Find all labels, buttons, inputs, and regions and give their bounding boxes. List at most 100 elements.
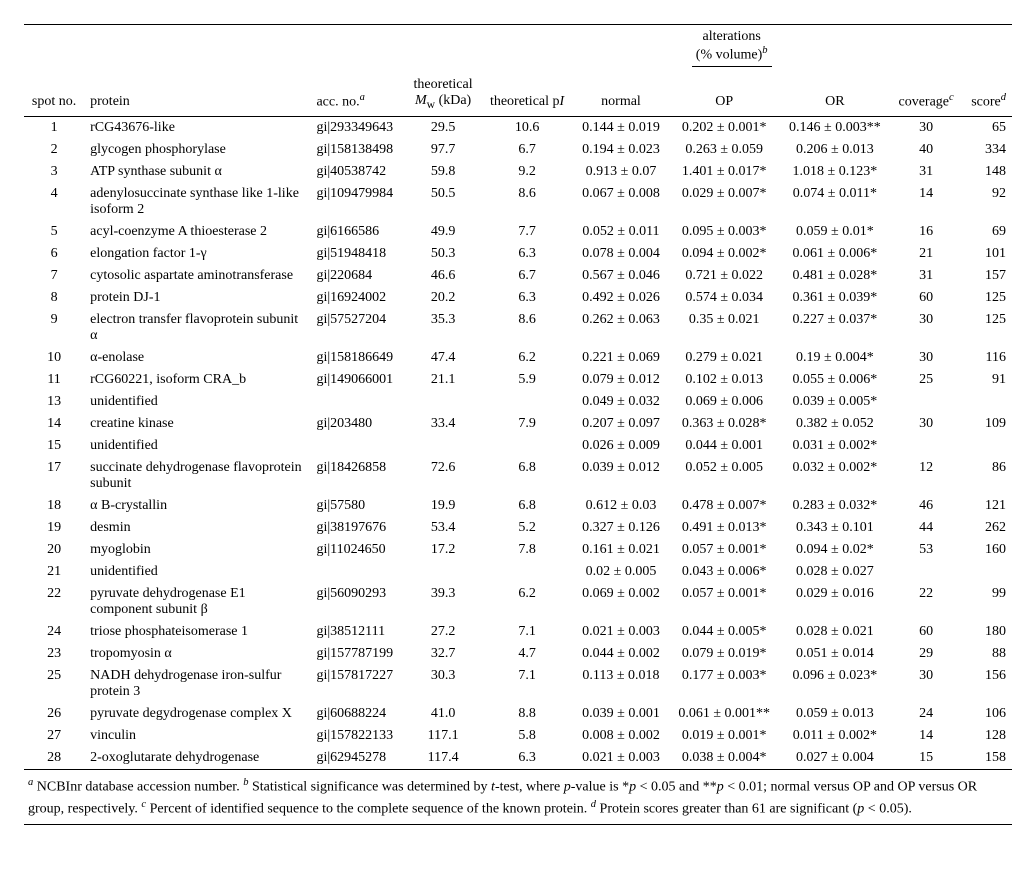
cell-protein: unidentified xyxy=(84,561,310,583)
cell-pi: 7.8 xyxy=(481,539,573,561)
cell-acc-no: gi|11024650 xyxy=(310,539,405,561)
cell-or: 0.039 ± 0.005* xyxy=(780,391,891,413)
table-row: 21unidentified0.02 ± 0.0050.043 ± 0.006*… xyxy=(24,561,1012,583)
cell-protein: pyruvate dehydrogenase E1 component subu… xyxy=(84,583,310,621)
cell-op: 0.043 ± 0.006* xyxy=(669,561,780,583)
cell-spot-no: 25 xyxy=(24,665,84,703)
cell-spot-no: 5 xyxy=(24,221,84,243)
cell-or: 0.051 ± 0.014 xyxy=(780,643,891,665)
cell-normal: 0.207 ± 0.097 xyxy=(573,413,669,435)
cell-or: 0.027 ± 0.004 xyxy=(780,747,891,769)
cell-pi xyxy=(481,435,573,457)
cell-op: 0.069 ± 0.006 xyxy=(669,391,780,413)
cell-coverage: 44 xyxy=(890,517,962,539)
table-row: 18α B-crystallingi|5758019.96.80.612 ± 0… xyxy=(24,495,1012,517)
table-row: 6elongation factor 1-γgi|5194841850.36.3… xyxy=(24,243,1012,265)
cell-score: 101 xyxy=(962,243,1012,265)
cell-score: 65 xyxy=(962,117,1012,140)
cell-score: 106 xyxy=(962,703,1012,725)
cell-spot-no: 15 xyxy=(24,435,84,457)
data-table: alterations(% volume)b spot no. protein … xyxy=(24,25,1012,769)
cell-mw: 117.1 xyxy=(405,725,481,747)
cell-spot-no: 1 xyxy=(24,117,84,140)
cell-or: 0.227 ± 0.037* xyxy=(780,309,891,347)
cell-spot-no: 28 xyxy=(24,747,84,769)
cell-protein: tropomyosin α xyxy=(84,643,310,665)
col-or: OR xyxy=(780,69,891,117)
col-pi: theoretical pI xyxy=(481,69,573,117)
cell-normal: 0.021 ± 0.003 xyxy=(573,621,669,643)
table-row: 27vinculingi|157822133117.15.80.008 ± 0.… xyxy=(24,725,1012,747)
cell-op: 0.057 ± 0.001* xyxy=(669,583,780,621)
table-row: 22pyruvate dehydrogenase E1 component su… xyxy=(24,583,1012,621)
cell-score: 125 xyxy=(962,287,1012,309)
cell-mw: 47.4 xyxy=(405,347,481,369)
cell-pi: 6.3 xyxy=(481,747,573,769)
table-row: 2glycogen phosphorylasegi|15813849897.76… xyxy=(24,139,1012,161)
cell-mw: 117.4 xyxy=(405,747,481,769)
cell-normal: 0.492 ± 0.026 xyxy=(573,287,669,309)
col-normal: normal xyxy=(573,69,669,117)
table-row: 11rCG60221, isoform CRA_bgi|14906600121.… xyxy=(24,369,1012,391)
cell-coverage: 29 xyxy=(890,643,962,665)
cell-pi: 8.8 xyxy=(481,703,573,725)
cell-op: 0.202 ± 0.001* xyxy=(669,117,780,140)
cell-score: 128 xyxy=(962,725,1012,747)
cell-spot-no: 6 xyxy=(24,243,84,265)
col-score: scored xyxy=(962,69,1012,117)
cell-score: 92 xyxy=(962,183,1012,221)
cell-mw: 29.5 xyxy=(405,117,481,140)
cell-spot-no: 8 xyxy=(24,287,84,309)
cell-score: 125 xyxy=(962,309,1012,347)
cell-spot-no: 17 xyxy=(24,457,84,495)
cell-op: 0.038 ± 0.004* xyxy=(669,747,780,769)
cell-normal: 0.049 ± 0.032 xyxy=(573,391,669,413)
cell-spot-no: 9 xyxy=(24,309,84,347)
cell-acc-no: gi|157817227 xyxy=(310,665,405,703)
cell-protein: unidentified xyxy=(84,435,310,457)
cell-score: 86 xyxy=(962,457,1012,495)
table-row: 7cytosolic aspartate aminotransferasegi|… xyxy=(24,265,1012,287)
cell-or: 0.094 ± 0.02* xyxy=(780,539,891,561)
cell-op: 0.044 ± 0.001 xyxy=(669,435,780,457)
table-row: 26pyruvate degydrogenase complex Xgi|606… xyxy=(24,703,1012,725)
cell-mw: 33.4 xyxy=(405,413,481,435)
cell-protein: acyl-coenzyme A thioesterase 2 xyxy=(84,221,310,243)
table-row: 14creatine kinasegi|20348033.47.90.207 ±… xyxy=(24,413,1012,435)
cell-or: 0.074 ± 0.011* xyxy=(780,183,891,221)
cell-coverage: 15 xyxy=(890,747,962,769)
cell-coverage: 14 xyxy=(890,183,962,221)
cell-op: 0.094 ± 0.002* xyxy=(669,243,780,265)
cell-score: 180 xyxy=(962,621,1012,643)
cell-pi: 9.2 xyxy=(481,161,573,183)
cell-op: 0.019 ± 0.001* xyxy=(669,725,780,747)
cell-op: 0.061 ± 0.001** xyxy=(669,703,780,725)
cell-op: 0.263 ± 0.059 xyxy=(669,139,780,161)
cell-mw: 49.9 xyxy=(405,221,481,243)
cell-spot-no: 10 xyxy=(24,347,84,369)
cell-normal: 0.039 ± 0.012 xyxy=(573,457,669,495)
table-row: 15unidentified0.026 ± 0.0090.044 ± 0.001… xyxy=(24,435,1012,457)
cell-or: 0.059 ± 0.01* xyxy=(780,221,891,243)
cell-coverage: 30 xyxy=(890,117,962,140)
cell-score: 148 xyxy=(962,161,1012,183)
cell-op: 0.102 ± 0.013 xyxy=(669,369,780,391)
cell-mw: 19.9 xyxy=(405,495,481,517)
cell-coverage: 60 xyxy=(890,621,962,643)
table-body: 1rCG43676-likegi|29334964329.510.60.144 … xyxy=(24,117,1012,770)
cell-mw: 39.3 xyxy=(405,583,481,621)
cell-mw: 50.5 xyxy=(405,183,481,221)
cell-normal: 0.078 ± 0.004 xyxy=(573,243,669,265)
cell-spot-no: 27 xyxy=(24,725,84,747)
cell-coverage: 46 xyxy=(890,495,962,517)
cell-or: 0.028 ± 0.027 xyxy=(780,561,891,583)
cell-spot-no: 2 xyxy=(24,139,84,161)
cell-or: 0.059 ± 0.013 xyxy=(780,703,891,725)
cell-protein: α B-crystallin xyxy=(84,495,310,517)
cell-or: 0.283 ± 0.032* xyxy=(780,495,891,517)
cell-normal: 0.069 ± 0.002 xyxy=(573,583,669,621)
table-row: 282-oxoglutarate dehydrogenasegi|6294527… xyxy=(24,747,1012,769)
cell-op: 0.095 ± 0.003* xyxy=(669,221,780,243)
cell-op: 0.574 ± 0.034 xyxy=(669,287,780,309)
cell-mw: 97.7 xyxy=(405,139,481,161)
